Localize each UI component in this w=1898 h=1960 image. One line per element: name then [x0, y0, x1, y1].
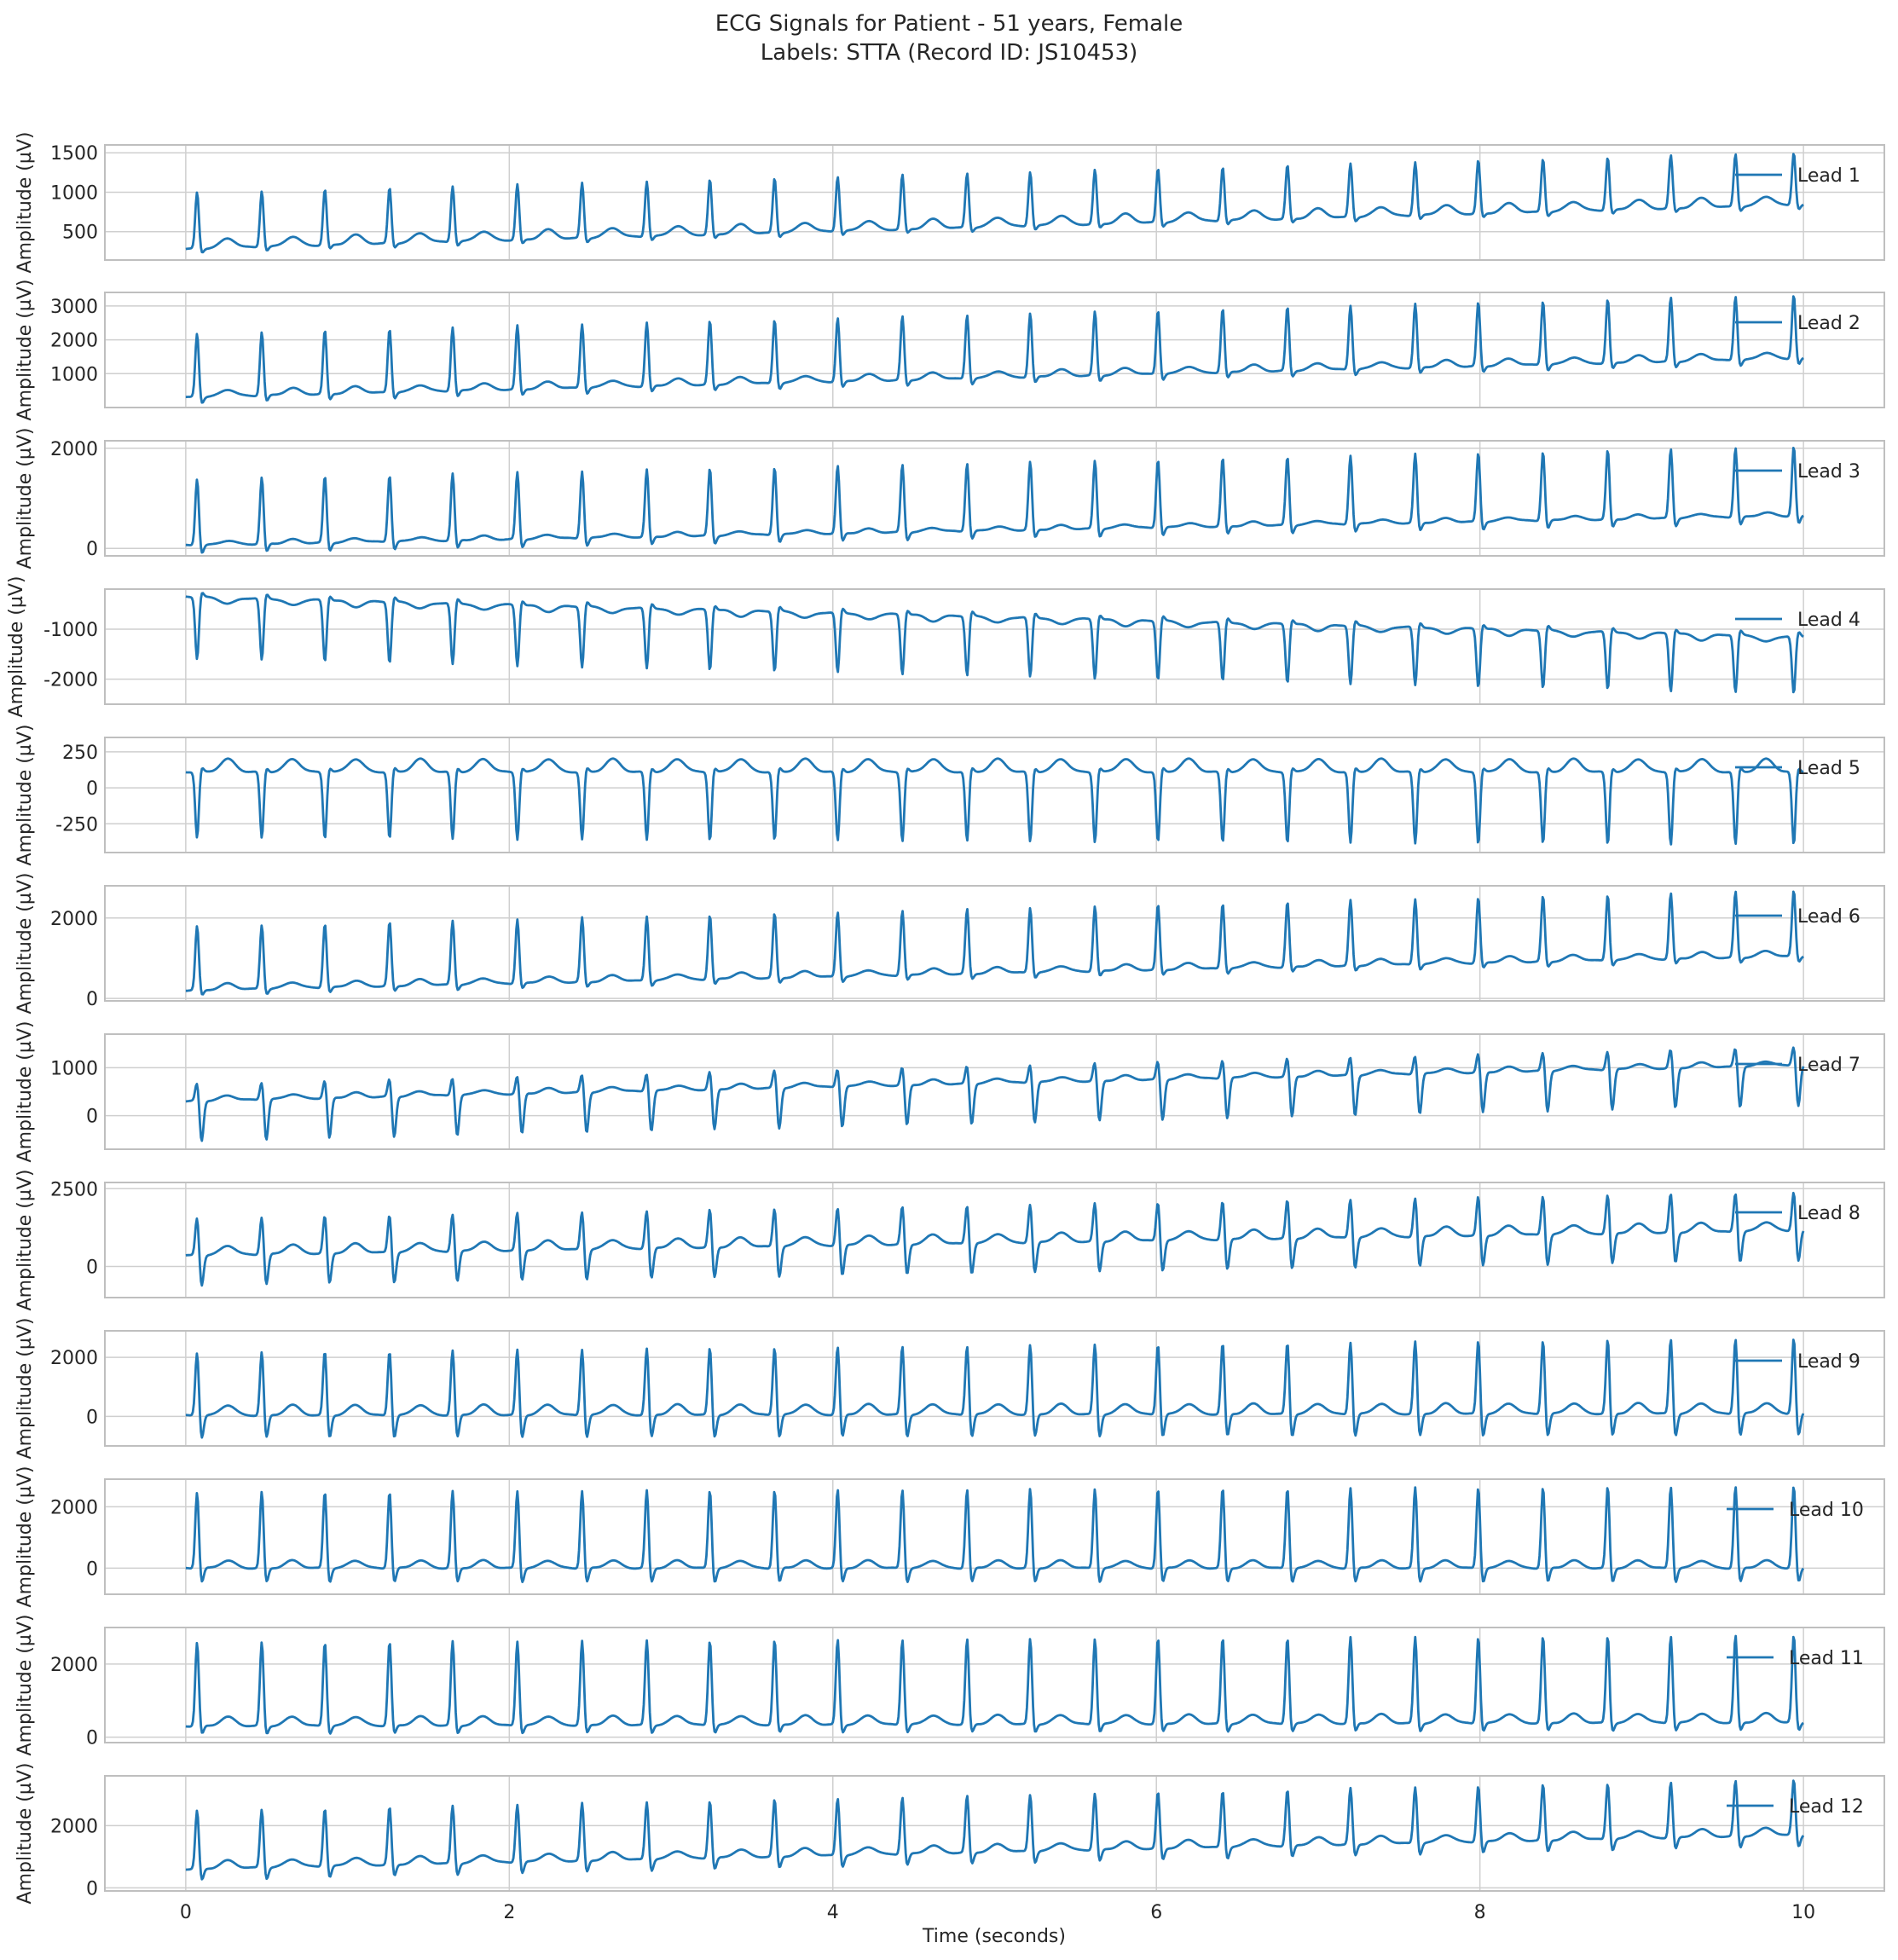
signal-line [185, 1779, 1805, 1881]
y-axis-label: Amplitude (µV) [14, 1170, 36, 1311]
y-tick-label: 2000 [50, 1816, 98, 1837]
y-axis-label: Amplitude (µV) [14, 1318, 36, 1460]
y-axis-label: Amplitude (µV) [14, 132, 36, 274]
y-axis-label: Amplitude (µV) [14, 280, 36, 421]
y-tick-label: 0 [86, 1878, 98, 1899]
legend-label: Lead 2 [1797, 313, 1860, 334]
x-tick-label: 0 [180, 1902, 192, 1923]
y-tick-label: 0 [86, 1728, 98, 1749]
panel-3: 0 2000 Amplitude (µV) Lead 3 [14, 428, 1885, 569]
legend-label: Lead 3 [1797, 461, 1860, 483]
signal-line [185, 1486, 1805, 1583]
panel-11: 0 2000 Amplitude (µV) Lead 11 [14, 1615, 1885, 1756]
legend-label: Lead 5 [1797, 758, 1860, 779]
x-tick-label: 8 [1474, 1902, 1486, 1923]
y-axis-label: Amplitude (µV) [14, 1466, 36, 1608]
panel-frame [104, 1033, 1885, 1150]
legend-label: Lead 7 [1797, 1055, 1860, 1076]
panel-4: -2000 -1000 Amplitude (µV) Lead 4 [6, 576, 1885, 718]
panel-7: 0 1000 Amplitude (µV) Lead 7 [14, 1021, 1885, 1163]
panel-1: 500 1000 1500 Amplitude (µV) Lead 1 [14, 132, 1885, 274]
y-axis-label: Amplitude (µV) [14, 1763, 36, 1905]
y-tick-label: 1500 [50, 143, 98, 165]
figure-title-line-2: Labels: STTA (Record ID: JS10453) [761, 40, 1138, 66]
signal-line [185, 757, 1804, 846]
y-axis-label: Amplitude (µV) [6, 576, 27, 718]
y-tick-label: 0 [86, 989, 98, 1010]
panel-6: 0 2000 Amplitude (µV) Lead 6 [14, 873, 1885, 1015]
signal-line [185, 1046, 1805, 1142]
y-tick-label: -2000 [43, 670, 98, 691]
y-axis-label: Amplitude (µV) [14, 725, 36, 866]
signal-line [185, 1338, 1805, 1439]
panel-2: 1000 2000 3000 Amplitude (µV) Lead 2 [14, 280, 1885, 421]
y-tick-label: 2500 [50, 1179, 98, 1200]
signal-line [185, 295, 1804, 404]
y-axis-label: Amplitude (µV) [14, 1021, 36, 1163]
y-tick-label: 2000 [50, 439, 98, 460]
x-axis: 0 2 4 6 8 10 [180, 1902, 1815, 1923]
panel-frame [104, 1182, 1885, 1298]
signal-line [185, 447, 1804, 554]
legend-label: Lead 4 [1797, 610, 1860, 631]
signal-line [185, 890, 1804, 996]
x-tick-label: 2 [503, 1902, 515, 1923]
panel-5: -250 0 250 Amplitude (µV) Lead 5 [14, 725, 1885, 866]
y-tick-label: 1000 [50, 182, 98, 204]
signal-line [185, 1191, 1805, 1287]
y-tick-label: 2000 [50, 1348, 98, 1369]
panel-frame [104, 292, 1885, 408]
y-tick-label: 2000 [50, 1497, 98, 1518]
y-tick-label: 0 [86, 1407, 98, 1428]
y-tick-label: 0 [86, 1558, 98, 1580]
legend-label: Lead 1 [1797, 165, 1860, 187]
panel-8: 0 2500 Amplitude (µV) Lead 8 [14, 1170, 1885, 1311]
legend-label: Lead 10 [1789, 1500, 1864, 1521]
legend-label: Lead 6 [1797, 906, 1860, 928]
panel-10: 0 2000 Amplitude (µV) Lead 10 [14, 1466, 1885, 1608]
y-tick-label: -1000 [43, 620, 98, 641]
x-tick-label: 6 [1150, 1902, 1162, 1923]
y-tick-label: 500 [62, 223, 98, 244]
y-tick-label: 2000 [50, 1655, 98, 1676]
y-tick-label: 0 [86, 778, 98, 800]
panel-frame [104, 1478, 1885, 1595]
y-tick-label: 0 [86, 1107, 98, 1128]
signal-line [185, 592, 1804, 694]
x-axis-label: Time (seconds) [922, 1926, 1066, 1947]
y-tick-label: 2000 [50, 909, 98, 930]
legend-label: Lead 12 [1789, 1796, 1864, 1818]
x-tick-label: 4 [827, 1902, 839, 1923]
x-tick-label: 10 [1791, 1902, 1815, 1923]
y-tick-label: 2000 [50, 331, 98, 352]
y-tick-label: -250 [55, 814, 98, 835]
panel-frame [104, 440, 1885, 557]
signal-line [185, 1634, 1804, 1735]
panel-9: 0 2000 Amplitude (µV) Lead 9 [14, 1318, 1885, 1460]
panel-frame [104, 144, 1885, 261]
y-tick-label: 3000 [50, 297, 98, 318]
y-axis-label: Amplitude (µV) [14, 1615, 36, 1756]
y-tick-label: 1000 [50, 1058, 98, 1079]
legend-label: Lead 8 [1797, 1203, 1860, 1224]
y-axis-label: Amplitude (µV) [14, 873, 36, 1015]
legend-label: Lead 9 [1797, 1351, 1860, 1373]
panel-12: 0 2000 Amplitude (µV) Lead 12 [14, 1763, 1885, 1905]
y-tick-label: 1000 [50, 364, 98, 385]
legend-label: Lead 11 [1789, 1648, 1864, 1669]
panel-frame [104, 588, 1885, 705]
panel-frame [104, 737, 1885, 853]
panel-frame [104, 1330, 1885, 1447]
y-tick-label: 0 [86, 1258, 98, 1279]
signal-line [185, 153, 1804, 254]
y-tick-label: 0 [86, 539, 98, 560]
panel-frame [104, 1775, 1885, 1892]
y-axis-label: Amplitude (µV) [14, 428, 36, 569]
figure-title-line-1: ECG Signals for Patient - 51 years, Fema… [715, 11, 1183, 37]
y-tick-label: 250 [62, 743, 98, 764]
panel-frame [104, 885, 1885, 1002]
panel-frame [104, 1627, 1885, 1743]
